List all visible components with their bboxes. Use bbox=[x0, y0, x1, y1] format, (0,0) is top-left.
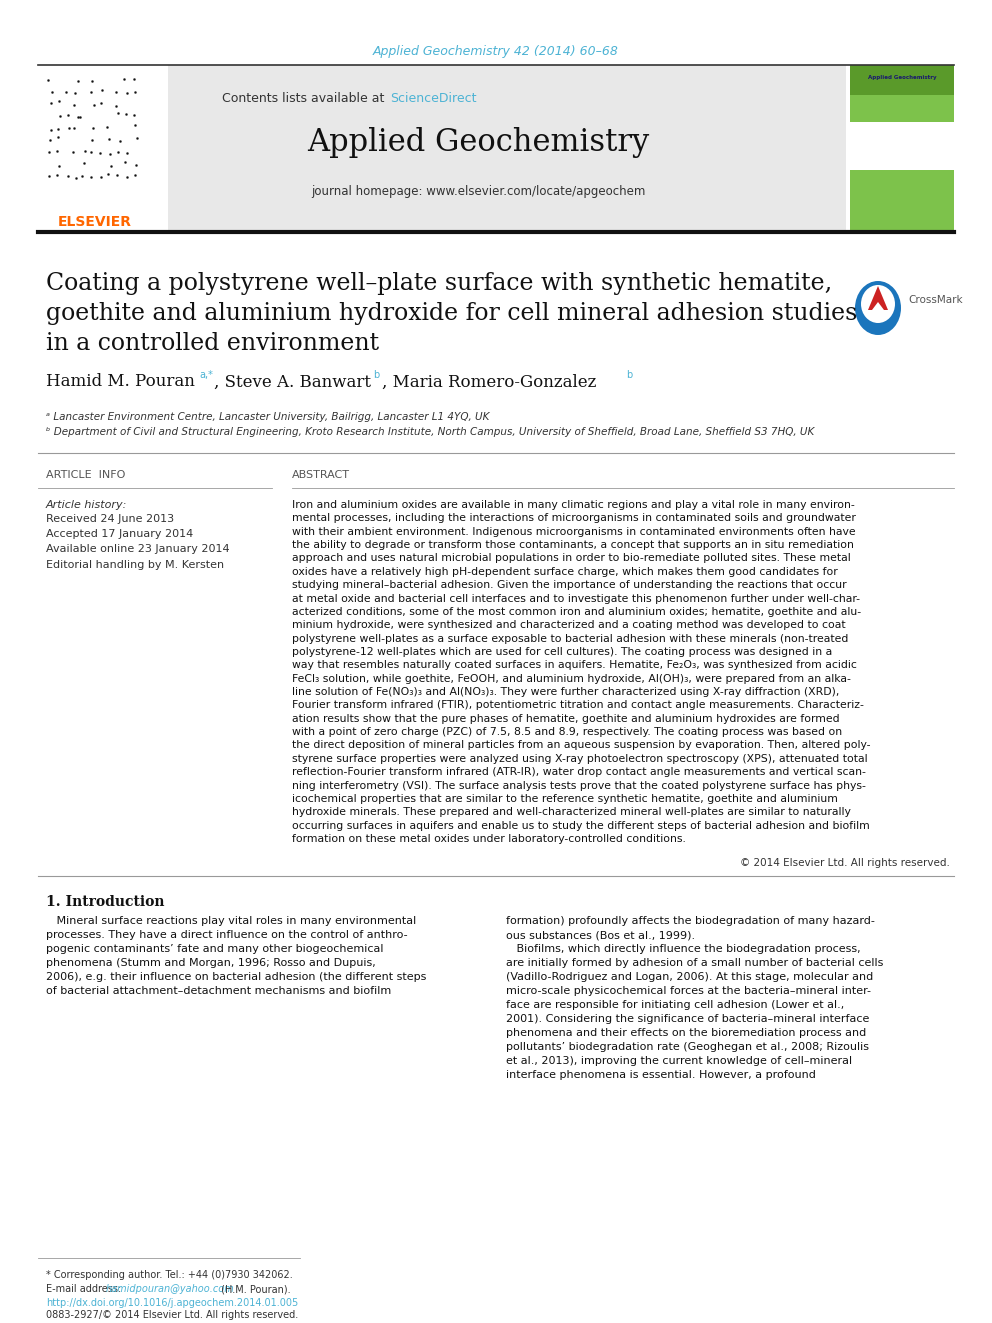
Text: (H.M. Pouran).: (H.M. Pouran). bbox=[218, 1285, 291, 1294]
Text: Article history:: Article history: bbox=[46, 500, 127, 509]
Text: b: b bbox=[626, 370, 632, 380]
Text: 1. Introduction: 1. Introduction bbox=[46, 894, 165, 909]
Text: , Maria Romero-Gonzalez: , Maria Romero-Gonzalez bbox=[382, 373, 596, 390]
Text: http://dx.doi.org/10.1016/j.apgeochem.2014.01.005: http://dx.doi.org/10.1016/j.apgeochem.20… bbox=[46, 1298, 299, 1308]
Text: E-mail address:: E-mail address: bbox=[46, 1285, 124, 1294]
Polygon shape bbox=[872, 302, 884, 310]
Text: Iron and aluminium oxides are available in many climatic regions and play a vita: Iron and aluminium oxides are available … bbox=[292, 500, 871, 844]
Text: ABSTRACT: ABSTRACT bbox=[292, 470, 350, 480]
Text: ELSEVIER: ELSEVIER bbox=[58, 216, 132, 229]
Text: a,*: a,* bbox=[199, 370, 213, 380]
Text: ᵇ Department of Civil and Structural Engineering, Kroto Research Institute, Nort: ᵇ Department of Civil and Structural Eng… bbox=[46, 427, 814, 437]
Text: Hamid M. Pouran: Hamid M. Pouran bbox=[46, 373, 194, 390]
Text: , Steve A. Banwart: , Steve A. Banwart bbox=[214, 373, 371, 390]
FancyBboxPatch shape bbox=[38, 65, 168, 232]
Text: hamidpouran@yahoo.com: hamidpouran@yahoo.com bbox=[106, 1285, 235, 1294]
Text: Received 24 June 2013
Accepted 17 January 2014
Available online 23 January 2014
: Received 24 June 2013 Accepted 17 Januar… bbox=[46, 515, 229, 570]
Text: Coating a polystyrene well–plate surface with synthetic hematite,
goethite and a: Coating a polystyrene well–plate surface… bbox=[46, 273, 857, 356]
Text: journal homepage: www.elsevier.com/locate/apgeochem: journal homepage: www.elsevier.com/locat… bbox=[310, 185, 645, 198]
FancyBboxPatch shape bbox=[38, 65, 846, 232]
Ellipse shape bbox=[861, 284, 895, 323]
Text: Applied Geochemistry: Applied Geochemistry bbox=[868, 75, 936, 81]
Text: formation) profoundly affects the biodegradation of many hazard-
ous substances : formation) profoundly affects the biodeg… bbox=[506, 916, 883, 1080]
FancyBboxPatch shape bbox=[850, 65, 954, 95]
Text: * Corresponding author. Tel.: +44 (0)7930 342062.: * Corresponding author. Tel.: +44 (0)793… bbox=[46, 1270, 293, 1279]
Text: CrossMark: CrossMark bbox=[908, 295, 962, 306]
Text: Applied Geochemistry: Applied Geochemistry bbox=[307, 127, 649, 159]
Text: Contents lists available at: Contents lists available at bbox=[221, 91, 388, 105]
Text: © 2014 Elsevier Ltd. All rights reserved.: © 2014 Elsevier Ltd. All rights reserved… bbox=[740, 859, 950, 868]
Polygon shape bbox=[868, 286, 888, 310]
Text: b: b bbox=[373, 370, 379, 380]
Text: ScienceDirect: ScienceDirect bbox=[390, 91, 476, 105]
Text: Mineral surface reactions play vital roles in many environmental
processes. They: Mineral surface reactions play vital rol… bbox=[46, 916, 427, 996]
Text: 0883-2927/© 2014 Elsevier Ltd. All rights reserved.: 0883-2927/© 2014 Elsevier Ltd. All right… bbox=[46, 1310, 299, 1320]
Text: ARTICLE  INFO: ARTICLE INFO bbox=[46, 470, 125, 480]
Text: ᵃ Lancaster Environment Centre, Lancaster University, Bailrigg, Lancaster L1 4YQ: ᵃ Lancaster Environment Centre, Lancaste… bbox=[46, 411, 489, 422]
FancyBboxPatch shape bbox=[850, 122, 954, 169]
Ellipse shape bbox=[855, 280, 901, 335]
FancyBboxPatch shape bbox=[850, 65, 954, 232]
Text: Applied Geochemistry 42 (2014) 60–68: Applied Geochemistry 42 (2014) 60–68 bbox=[373, 45, 619, 58]
